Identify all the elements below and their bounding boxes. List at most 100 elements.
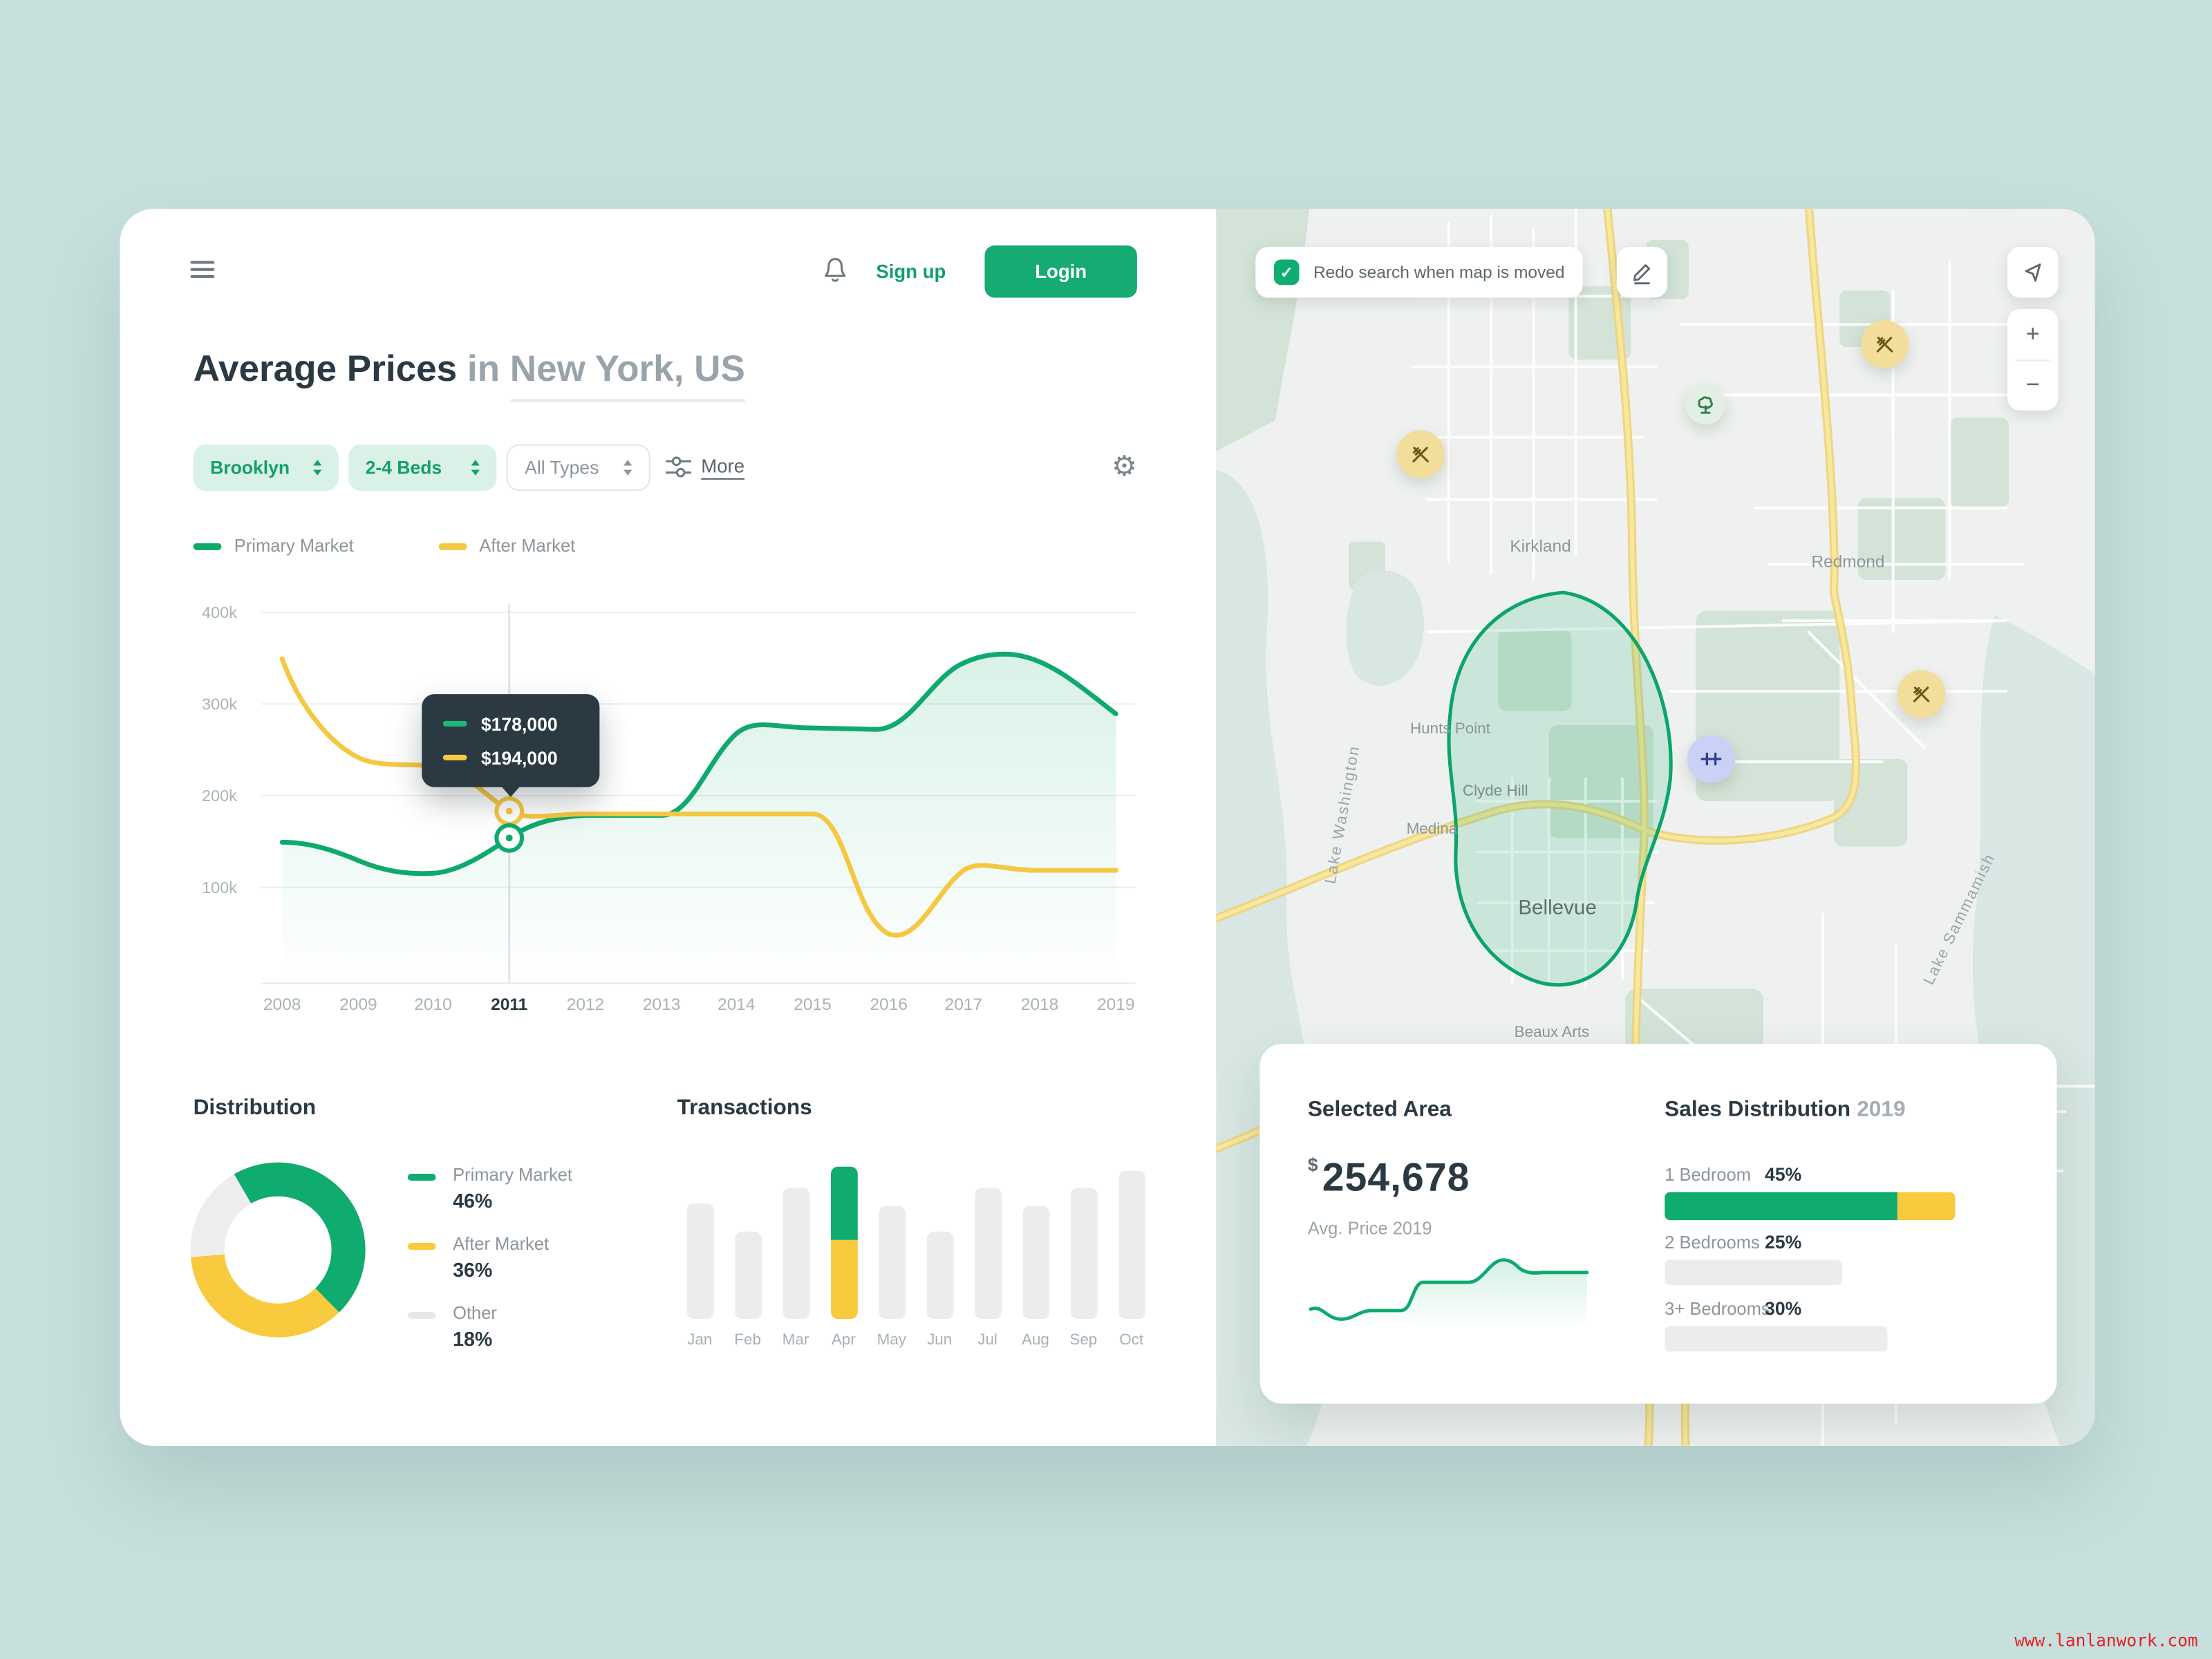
page-title: Average Prices in New York, US bbox=[193, 347, 745, 402]
gym-marker[interactable] bbox=[1687, 735, 1736, 783]
svg-text:200k: 200k bbox=[202, 787, 237, 805]
legend-item-after: After Market bbox=[438, 536, 575, 556]
svg-text:2009: 2009 bbox=[339, 995, 377, 1014]
filter-sliders-icon[interactable] bbox=[664, 454, 693, 480]
chart-legend: Primary Market After Market bbox=[193, 536, 576, 556]
distribution-label: Primary Market bbox=[453, 1165, 573, 1185]
sales-row-label: 1 Bedroom bbox=[1665, 1165, 1751, 1185]
x-axis-ticks: 2008 2009 2010 2011 2012 2013 2014 2015 … bbox=[263, 995, 1135, 1014]
bar-column-aug: Aug bbox=[1011, 1167, 1059, 1349]
svg-text:2008: 2008 bbox=[263, 995, 301, 1014]
title-main: Average Prices bbox=[193, 347, 458, 390]
primary-market-point[interactable] bbox=[494, 823, 525, 853]
title-connector: in bbox=[457, 347, 510, 390]
map-panel[interactable]: Kirkland Redmond Hunts Point Clyde Hill … bbox=[1216, 209, 2095, 1446]
tooltip-primary-value: $178,000 bbox=[480, 713, 558, 735]
distribution-legend-item: Other 18% bbox=[407, 1303, 572, 1350]
park-marker[interactable] bbox=[1685, 385, 1725, 425]
sales-year: 2019 bbox=[1857, 1097, 1906, 1122]
svg-text:2018: 2018 bbox=[1021, 995, 1058, 1014]
legend-item-primary: Primary Market bbox=[193, 536, 354, 556]
label-beaux-arts: Beaux Arts bbox=[1515, 1023, 1590, 1040]
restaurant-marker[interactable] bbox=[1396, 430, 1445, 478]
currency-symbol: $ bbox=[1307, 1154, 1318, 1175]
map-zoom-controls: + − bbox=[2007, 308, 2059, 411]
cursor-arrow-icon bbox=[2025, 263, 2041, 282]
signup-link[interactable]: Sign up bbox=[876, 261, 946, 283]
restaurant-marker[interactable] bbox=[1860, 320, 1909, 368]
bar-column-may: May bbox=[868, 1167, 915, 1349]
yarrow-bay bbox=[1346, 570, 1424, 686]
menu-icon[interactable] bbox=[190, 261, 215, 279]
divider bbox=[2016, 359, 2050, 361]
distribution-label: After Market bbox=[453, 1234, 550, 1255]
svg-text:2013: 2013 bbox=[643, 995, 680, 1014]
y-axis-ticks: 400k 300k 200k 100k bbox=[202, 603, 237, 897]
after-market-line bbox=[279, 656, 1118, 938]
bar-column-apr-highlighted: Apr bbox=[820, 1166, 868, 1349]
filter-type-value: All Types bbox=[525, 457, 599, 478]
svg-text:400k: 400k bbox=[202, 603, 237, 621]
transactions-bar-chart[interactable]: Jan Feb Mar Apr May Jun Jul Aug Sep Oct bbox=[676, 1166, 1156, 1349]
pencil-icon bbox=[1633, 264, 1651, 285]
sales-bar-2bedrooms bbox=[1665, 1259, 1843, 1286]
login-button[interactable]: Login bbox=[984, 245, 1137, 298]
map-info-card: Selected Area $254,678 Avg. Price 2019 S… bbox=[1259, 1044, 2057, 1404]
bar-column-jun: Jun bbox=[915, 1167, 963, 1349]
sales-row-label: 3+ Bedrooms bbox=[1665, 1299, 1770, 1320]
redo-search-checkbox[interactable]: ✓ Redo search when map is moved bbox=[1255, 247, 1583, 298]
chevron-updown-icon bbox=[313, 460, 322, 476]
checkbox-checked-icon[interactable]: ✓ bbox=[1273, 259, 1300, 285]
svg-text:100k: 100k bbox=[202, 879, 237, 897]
selected-area-overlay[interactable] bbox=[1447, 590, 1673, 987]
label-hunts-point: Hunts Point bbox=[1410, 720, 1491, 737]
zoom-out-button[interactable]: − bbox=[2025, 371, 2040, 399]
filter-location-select[interactable]: Brooklyn bbox=[193, 444, 339, 491]
zoom-in-button[interactable]: + bbox=[2025, 319, 2040, 347]
x-tick-highlighted: 2011 bbox=[491, 995, 527, 1014]
restaurant-icon bbox=[1412, 447, 1429, 462]
distribution-donut-chart[interactable] bbox=[190, 1162, 366, 1338]
price-caption: Avg. Price 2019 bbox=[1307, 1219, 1432, 1239]
more-filters-link[interactable]: More bbox=[701, 456, 745, 477]
sales-bar-3plus-bedrooms bbox=[1665, 1326, 1888, 1352]
primary-market-area bbox=[282, 654, 1116, 984]
notifications-bell-icon[interactable] bbox=[821, 255, 850, 286]
tooltip-after-swatch bbox=[442, 754, 467, 760]
label-redmond: Redmond bbox=[1811, 552, 1884, 571]
dashboard-card: Sign up Login Average Prices in New York… bbox=[120, 209, 2095, 1446]
tooltip-primary-row: $178,000 bbox=[442, 713, 600, 735]
pan-cursor-button[interactable] bbox=[2007, 247, 2059, 298]
selected-area-price: $254,678 bbox=[1308, 1154, 1470, 1200]
svg-text:2016: 2016 bbox=[870, 995, 907, 1014]
distribution-value: 46% bbox=[453, 1189, 493, 1212]
distribution-title: Distribution bbox=[193, 1096, 317, 1121]
price-line-chart[interactable]: 400k 300k 200k 100k 2008 2009 2010 2011 bbox=[183, 592, 1143, 1022]
filter-type-select[interactable]: All Types bbox=[506, 444, 650, 491]
chart-tooltip: $178,000 $194,000 bbox=[422, 694, 600, 798]
filter-beds-value: 2-4 Beds bbox=[365, 457, 442, 478]
label-clyde-hill: Clyde Hill bbox=[1463, 782, 1528, 799]
svg-text:2012: 2012 bbox=[567, 995, 604, 1014]
draw-area-button[interactable] bbox=[1616, 247, 1668, 298]
bar-column-jul: Jul bbox=[964, 1167, 1011, 1349]
legend-label: Primary Market bbox=[234, 536, 354, 556]
svg-text:2015: 2015 bbox=[794, 995, 831, 1014]
after-market-point[interactable] bbox=[494, 796, 525, 826]
distribution-label: Other bbox=[453, 1303, 497, 1324]
filter-location-value: Brooklyn bbox=[210, 457, 290, 478]
primary-market-line bbox=[279, 651, 1118, 877]
filter-beds-select[interactable]: 2-4 Beds bbox=[348, 444, 497, 491]
bar-column-sep: Sep bbox=[1060, 1167, 1107, 1349]
sales-row-value: 30% bbox=[1765, 1297, 1802, 1320]
swatch-other bbox=[407, 1311, 436, 1320]
settings-gear-icon[interactable]: ⚙ bbox=[1112, 451, 1137, 482]
bar-column-feb: Feb bbox=[724, 1167, 771, 1349]
chevron-updown-icon bbox=[471, 460, 480, 476]
tooltip-after-row: $194,000 bbox=[442, 747, 600, 768]
restaurant-marker[interactable] bbox=[1897, 670, 1946, 718]
svg-text:2014: 2014 bbox=[718, 995, 755, 1014]
sales-row-value: 45% bbox=[1765, 1163, 1802, 1185]
bar-column-oct: Oct bbox=[1107, 1167, 1155, 1349]
legend-label: After Market bbox=[479, 536, 576, 556]
